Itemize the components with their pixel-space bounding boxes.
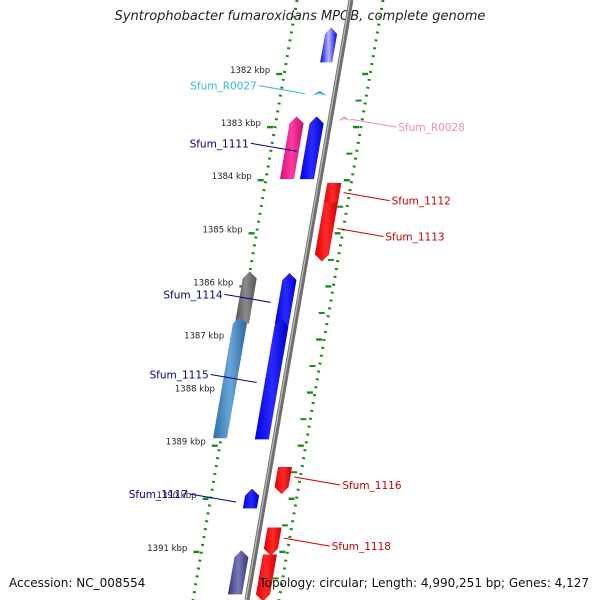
gene-feature: [255, 554, 277, 600]
topology-stats: Topology: circular; Length: 4,990,251 bp…: [259, 576, 589, 590]
kbp-tick-label: 1390 kbp: [156, 491, 196, 501]
gene-label[interactable]: Sfum_1115: [149, 370, 208, 382]
gene-label-leader: [210, 374, 257, 384]
gene-label-leader: [343, 192, 390, 202]
backbone-highlight: [245, 0, 351, 600]
gene-label-leader: [258, 85, 305, 95]
gene-label[interactable]: Sfum_1118: [332, 541, 391, 553]
gene-label[interactable]: Sfum_1112: [392, 196, 451, 208]
gene-feature: [314, 202, 338, 262]
gene-label[interactable]: Sfum_R0028: [398, 122, 465, 134]
gene-label-leader: [189, 493, 237, 503]
gene-label-leader: [294, 476, 341, 486]
gene-label[interactable]: Sfum_1113: [385, 232, 444, 244]
kbp-tick-label: 1389 kbp: [166, 438, 206, 448]
rna-feature: [312, 90, 327, 96]
gene-label[interactable]: Sfum_1116: [342, 480, 402, 492]
kbp-tick-label: 1383 kbp: [221, 119, 261, 129]
gene-feature: [254, 318, 289, 440]
kbp-tick-label: 1388 kbp: [175, 385, 215, 395]
gene-feature: [242, 488, 260, 509]
gene-label-leader: [250, 142, 297, 152]
outer-dotted-ring-right: [277, 0, 385, 600]
gene-feature: [234, 271, 257, 324]
kbp-tick-label: 1386 kbp: [193, 278, 233, 288]
gene-label-leader: [350, 118, 397, 128]
rna-feature: [337, 116, 352, 122]
gene-feature: [299, 116, 324, 180]
gene-feature: [263, 527, 282, 556]
gene-feature: [274, 273, 297, 325]
accession-text: Accession: NC_008554: [9, 576, 146, 590]
gene-label-leader: [337, 228, 384, 238]
gene-label[interactable]: Sfum_1114: [163, 289, 223, 301]
genome-backbone: [244, 0, 354, 600]
gene-label-leader: [283, 537, 330, 547]
gene-feature: [274, 466, 293, 495]
gene-feature: [320, 27, 338, 63]
kbp-tick-label: 1385 kbp: [202, 225, 242, 235]
kbp-tick-label: 1387 kbp: [184, 332, 224, 342]
gene-label[interactable]: Sfum_1117: [129, 489, 188, 501]
gene-feature: [227, 550, 249, 595]
gene-label[interactable]: Sfum_R0027: [190, 81, 257, 93]
gene-label[interactable]: Sfum_1111: [190, 138, 249, 150]
kbp-tick-label: 1382 kbp: [230, 66, 270, 76]
map-title: Syntrophobacter fumaroxidans MPOB, compl…: [114, 9, 486, 24]
gene-label-leader: [224, 293, 271, 303]
gene-feature: [279, 116, 304, 180]
kbp-tick-label: 1384 kbp: [212, 172, 252, 182]
kbp-tick-label: 1391 kbp: [147, 544, 187, 554]
